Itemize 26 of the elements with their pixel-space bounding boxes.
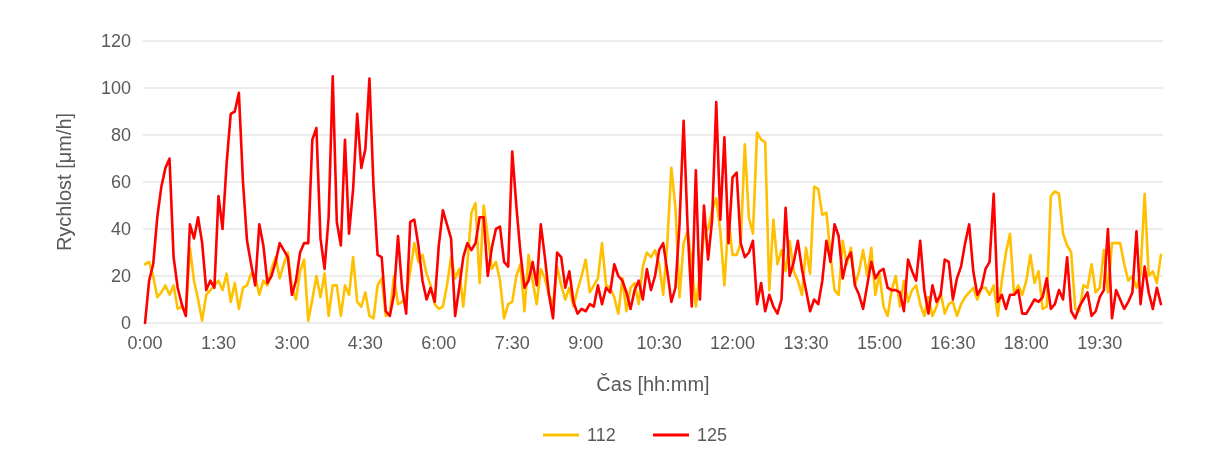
y-tick-label: 100: [100, 78, 131, 99]
legend-label: 125: [697, 425, 728, 446]
y-tick-label: 60: [110, 172, 131, 193]
y-tick-label: 80: [110, 125, 131, 146]
x-tick-label: 4:30: [347, 333, 383, 353]
x-tick-label: 18:00: [1003, 333, 1049, 353]
x-tick-label: 15:00: [856, 333, 902, 353]
x-tick-label: 6:00: [421, 333, 457, 353]
y-axis-title: Rychlost [μm/h]: [53, 112, 75, 252]
x-tick-label: 7:30: [494, 333, 530, 353]
x-tick-label: 12:00: [710, 333, 756, 353]
legend-label: 112: [587, 425, 616, 446]
x-tick-label: 3:00: [274, 333, 310, 353]
x-tick-label: 16:30: [930, 333, 976, 353]
x-tick-label: 19:30: [1077, 333, 1123, 353]
x-axis-title: Čas [hh:mm]: [596, 373, 710, 395]
x-tick-label: 13:30: [783, 333, 829, 353]
y-tick-label: 20: [110, 266, 131, 287]
x-tick-label: 0:00: [127, 333, 163, 353]
x-tick-label: 1:30: [200, 333, 236, 353]
y-tick-label: 0: [120, 313, 131, 334]
line-series: [143, 74, 1163, 325]
x-tick-label: 10:30: [636, 333, 682, 353]
y-tick-label: 120: [100, 31, 131, 52]
x-tick-label: 9:00: [568, 333, 604, 353]
y-tick-label: 40: [110, 219, 131, 240]
